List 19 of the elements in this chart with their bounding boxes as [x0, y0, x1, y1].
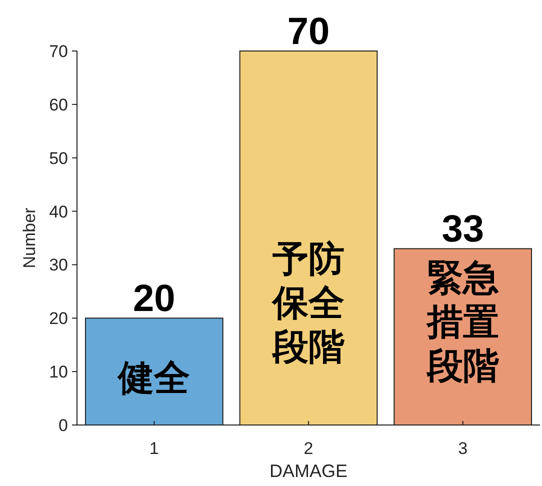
y-tick-label: 40 [49, 202, 68, 222]
y-tick-label: 50 [49, 148, 68, 168]
data-label: 33 [442, 208, 484, 251]
x-tick-label: 1 [149, 439, 159, 458]
annotation: 健全 [117, 356, 190, 398]
y-tick-label: 0 [58, 416, 68, 435]
y-axis-title: Number [20, 207, 39, 268]
annotation: 緊急措置段階 [426, 256, 500, 386]
x-tick-label: 2 [304, 439, 314, 458]
y-tick-label: 70 [49, 42, 68, 61]
x-axis-title: DAMAGE [269, 461, 348, 481]
y-tick-label: 60 [49, 95, 68, 114]
annotation: 予防保全段階 [270, 238, 346, 368]
data-label: 70 [287, 11, 330, 53]
y-tick-label: 20 [49, 309, 68, 328]
x-tick-label: 3 [458, 439, 468, 458]
data-label: 20 [133, 278, 176, 320]
y-tick-label: 30 [49, 256, 68, 275]
y-tick-label: 10 [49, 362, 68, 382]
